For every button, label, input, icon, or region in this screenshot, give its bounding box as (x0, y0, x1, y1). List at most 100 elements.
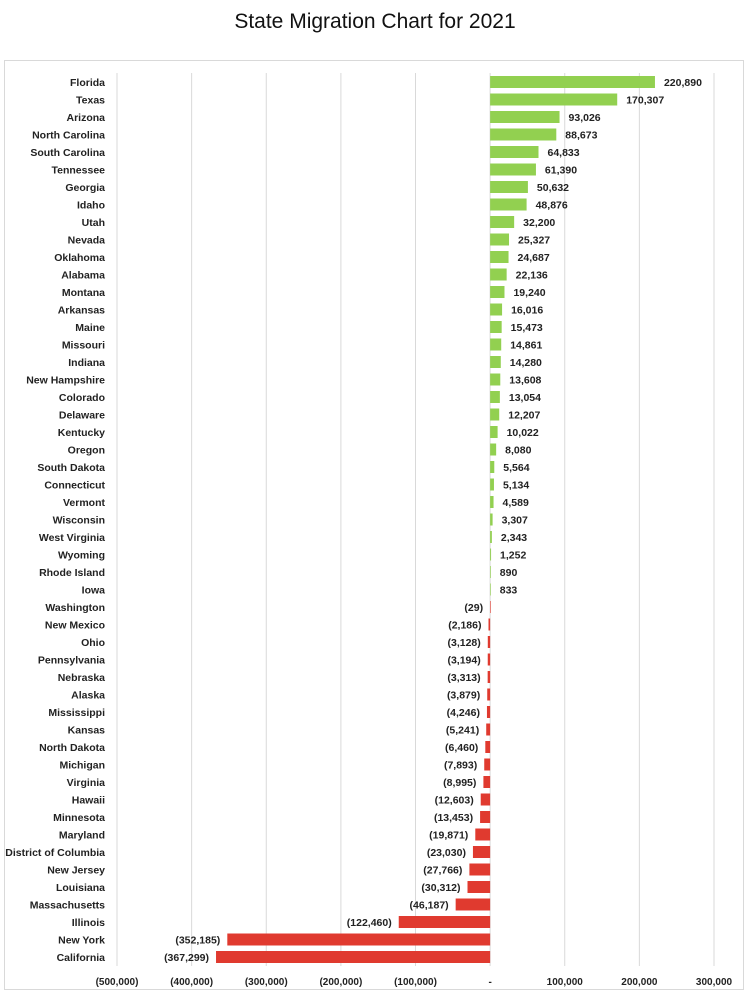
data-label: 64,833 (548, 147, 580, 159)
category-label: Hawaii (72, 795, 105, 807)
category-label: Mississippi (48, 707, 105, 719)
bar (490, 128, 557, 141)
data-label: 220,890 (664, 77, 702, 89)
data-label: 24,687 (518, 252, 550, 264)
bar (480, 811, 491, 823)
data-label: 88,673 (565, 130, 597, 142)
bar (475, 828, 491, 841)
bar (216, 951, 491, 963)
category-label: Colorado (59, 392, 105, 404)
data-label: (352,185) (175, 935, 220, 947)
bar (490, 461, 495, 473)
bar (490, 111, 560, 123)
bar (490, 583, 491, 596)
category-label: Nevada (68, 235, 106, 247)
data-label: 93,026 (569, 112, 601, 124)
bar (490, 513, 493, 526)
data-label: (12,603) (435, 795, 474, 807)
category-label: Montana (62, 287, 105, 299)
bar (487, 671, 491, 683)
data-label: (4,246) (447, 707, 480, 719)
bar (490, 478, 494, 491)
category-label: Delaware (59, 410, 105, 422)
data-label: 8,080 (505, 445, 531, 457)
data-label: 14,280 (510, 357, 542, 369)
data-label: 19,240 (513, 287, 545, 299)
category-label: Alaska (71, 690, 105, 702)
bar (490, 356, 501, 368)
x-tick-label: 300,000 (696, 977, 733, 988)
bar (490, 251, 509, 263)
data-label: 13,608 (509, 375, 541, 387)
data-label: 833 (500, 585, 518, 597)
bar (490, 181, 528, 193)
category-label: Texas (76, 95, 105, 107)
data-label: (46,187) (410, 900, 449, 912)
category-label: Oklahoma (54, 252, 105, 264)
category-label: Illinois (72, 917, 105, 929)
bar (490, 408, 500, 421)
bar (484, 758, 491, 771)
bar (487, 653, 491, 666)
bar (398, 916, 491, 928)
category-label: Maine (75, 322, 105, 334)
bar (490, 303, 503, 316)
category-label: North Dakota (39, 742, 105, 754)
category-label: Rhode Island (39, 567, 105, 579)
data-label: (3,194) (447, 655, 480, 667)
bar (485, 741, 491, 753)
category-label: Nebraska (58, 672, 105, 684)
category-label: Vermont (63, 497, 106, 509)
bar (490, 373, 501, 386)
bar (490, 163, 536, 176)
bar (490, 216, 515, 228)
data-label: (30,312) (421, 882, 460, 894)
data-label: 22,136 (516, 270, 548, 282)
data-label: (122,460) (347, 917, 392, 929)
bar (490, 496, 494, 508)
bar (469, 863, 491, 876)
category-label: South Carolina (30, 147, 105, 159)
bar (487, 636, 491, 648)
data-label: 3,307 (502, 515, 528, 527)
category-label: New Mexico (45, 620, 105, 632)
bar (490, 548, 492, 561)
category-label: West Virginia (39, 532, 105, 544)
x-tick-label: 100,000 (547, 977, 584, 988)
bar (490, 198, 527, 211)
data-label: (23,030) (427, 847, 466, 859)
bar (490, 268, 507, 281)
category-label: Iowa (82, 585, 105, 597)
data-label: 50,632 (537, 182, 569, 194)
bar (490, 566, 491, 578)
data-label: 890 (500, 567, 518, 579)
x-tick-label: (400,000) (170, 977, 213, 988)
category-label: California (57, 952, 106, 964)
data-label: (6,460) (445, 742, 478, 754)
data-label: (3,879) (447, 690, 480, 702)
category-label: Florida (70, 77, 105, 89)
bar (490, 338, 502, 351)
bar (227, 933, 491, 946)
bar (490, 531, 492, 543)
category-label: Massachusetts (30, 900, 105, 912)
data-label: (3,128) (448, 637, 481, 649)
bar (480, 793, 491, 806)
category-label: Idaho (77, 200, 105, 212)
bar (467, 881, 491, 893)
bar (483, 776, 491, 788)
category-label: Maryland (59, 830, 105, 842)
data-label: 170,307 (626, 95, 664, 107)
bar (490, 93, 618, 106)
data-label: (5,241) (446, 725, 479, 737)
data-label: (2,186) (448, 620, 481, 632)
bar (488, 618, 491, 631)
bar (472, 846, 491, 858)
category-label: New York (58, 935, 105, 947)
data-label: 61,390 (545, 165, 577, 177)
plot-area-frame (4, 60, 744, 990)
category-label: New Hampshire (26, 375, 105, 387)
category-label: Washington (45, 602, 105, 614)
data-label: (27,766) (423, 865, 462, 877)
data-label: (367,299) (164, 952, 209, 964)
